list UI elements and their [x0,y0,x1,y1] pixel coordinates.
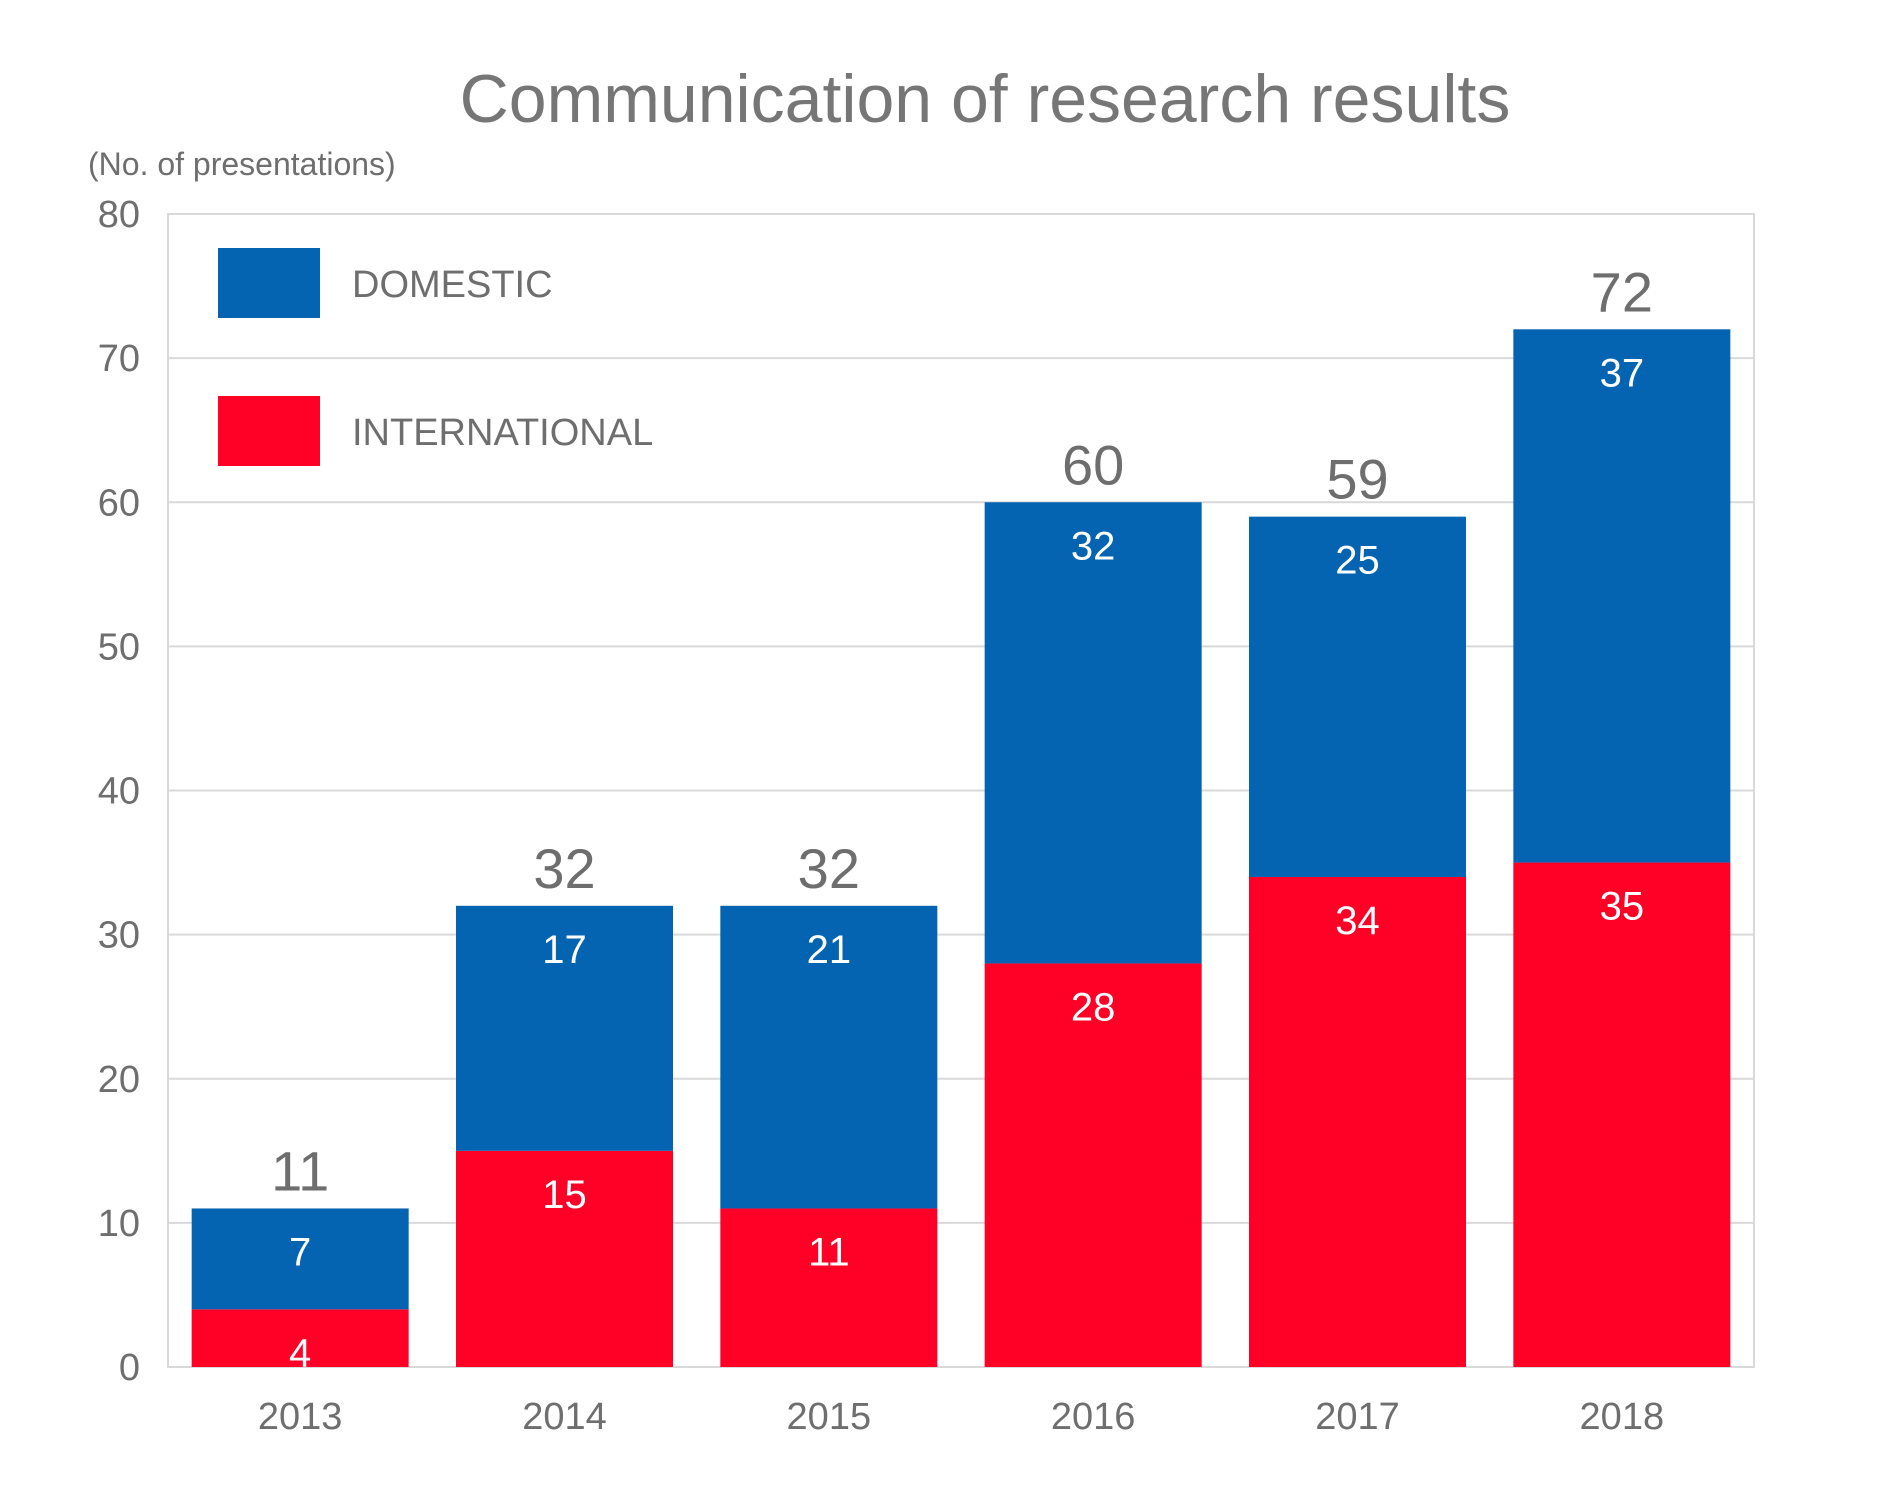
value-label-domestic-2013: 7 [289,1230,311,1274]
x-tick-label-2016: 2016 [1051,1396,1136,1438]
value-label-international-2017: 34 [1335,899,1380,943]
legend-swatch-domestic [218,248,320,318]
y-tick-label-60: 60 [98,482,140,524]
bar-international-2017 [1249,876,1466,1367]
y-tick-label-50: 50 [98,626,140,668]
total-label-2014: 32 [533,837,595,900]
plot-frame [167,213,1755,1368]
bar-international-2013 [191,1309,409,1367]
x-tick-label-2014: 2014 [522,1396,607,1438]
bars [191,329,1731,1367]
value-label-domestic-2017: 25 [1335,539,1380,583]
bar-domestic-2016 [984,502,1202,964]
x-tick-label-2017: 2017 [1315,1396,1400,1438]
y-axis-ticks: 0 10 20 30 40 50 60 70 80 [98,194,140,1389]
y-axis-label: (No. of presentations) [88,146,396,182]
y-tick-label-20: 20 [98,1059,140,1101]
bar-international-2014 [456,1150,673,1367]
total-label-2013: 11 [271,1139,329,1202]
legend-swatch-international [218,396,320,466]
x-tick-label-2013: 2013 [258,1396,343,1438]
total-label-2016: 60 [1062,433,1124,496]
total-label-2017: 59 [1326,448,1388,511]
value-label-domestic-2018: 37 [1600,351,1645,395]
y-tick-label-70: 70 [98,338,140,380]
value-label-international-2013: 4 [289,1331,311,1375]
bar-international-2016 [984,963,1202,1367]
x-axis-ticks: 2013 2014 2015 2016 2017 2018 [258,1396,1664,1438]
y-tick-label-40: 40 [98,771,140,813]
bar-domestic-2018 [1513,329,1731,863]
value-label-international-2014: 15 [542,1173,587,1217]
x-tick-label-2015: 2015 [787,1396,872,1438]
legend-label-international: INTERNATIONAL [352,412,653,454]
chart-title: Communication of research results [460,61,1511,137]
bar-international-2015 [720,1208,938,1367]
value-label-international-2015: 11 [808,1230,850,1274]
value-label-domestic-2014: 17 [542,928,587,972]
bar-domestic-2014 [456,905,673,1151]
data-labels: 4 7 11 15 17 32 11 21 32 28 32 60 34 25 59 35 37 72 [271,260,1653,1375]
y-tick-label-10: 10 [98,1203,140,1245]
value-label-international-2018: 35 [1600,885,1645,929]
y-tick-label-30: 30 [98,915,140,957]
bar-domestic-2013 [191,1208,409,1310]
gridlines [168,357,1754,1224]
legend: DOMESTIC INTERNATIONAL [218,248,653,466]
y-tick-label-0: 0 [119,1347,140,1389]
value-label-domestic-2015: 21 [807,928,852,972]
value-label-domestic-2016: 32 [1071,524,1116,568]
legend-label-domestic: DOMESTIC [352,264,553,306]
total-label-2018: 72 [1591,260,1653,323]
bar-domestic-2017 [1249,516,1466,877]
y-tick-label-80: 80 [98,194,140,236]
total-label-2015: 32 [798,837,860,900]
bar-international-2018 [1513,862,1731,1367]
value-label-international-2016: 28 [1071,985,1116,1029]
x-tick-label-2018: 2018 [1580,1396,1665,1438]
bar-domestic-2015 [720,905,938,1209]
